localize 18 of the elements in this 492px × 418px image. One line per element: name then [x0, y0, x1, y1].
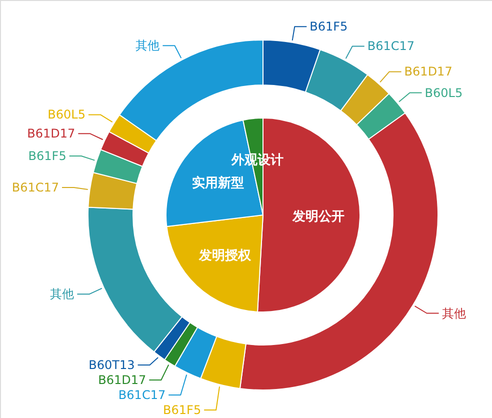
slice-label: 发明授权: [198, 248, 252, 264]
slice-label: 其他: [136, 38, 160, 53]
slice-label: 其他: [50, 287, 74, 302]
slice-label: 实用新型: [192, 174, 244, 191]
slice-label: B61C17: [12, 180, 59, 194]
slice-label: B61F5: [163, 403, 202, 417]
slice-label: B61D17: [98, 373, 146, 387]
slice-label: 发明公开: [291, 210, 344, 225]
slice-label: B61C17: [367, 39, 415, 54]
slice-label: B60T13: [88, 358, 135, 372]
slice-label: B61C17: [118, 388, 166, 402]
slice-label: 其他: [442, 306, 466, 320]
slice-label: B60L5: [48, 108, 86, 122]
slice-label: B61F5: [28, 148, 66, 163]
slice-label: B60L5: [424, 86, 463, 100]
slice-label: B61F5: [310, 20, 348, 34]
slice-label: B61D17: [404, 64, 452, 79]
slice-label: B61D17: [27, 126, 76, 141]
